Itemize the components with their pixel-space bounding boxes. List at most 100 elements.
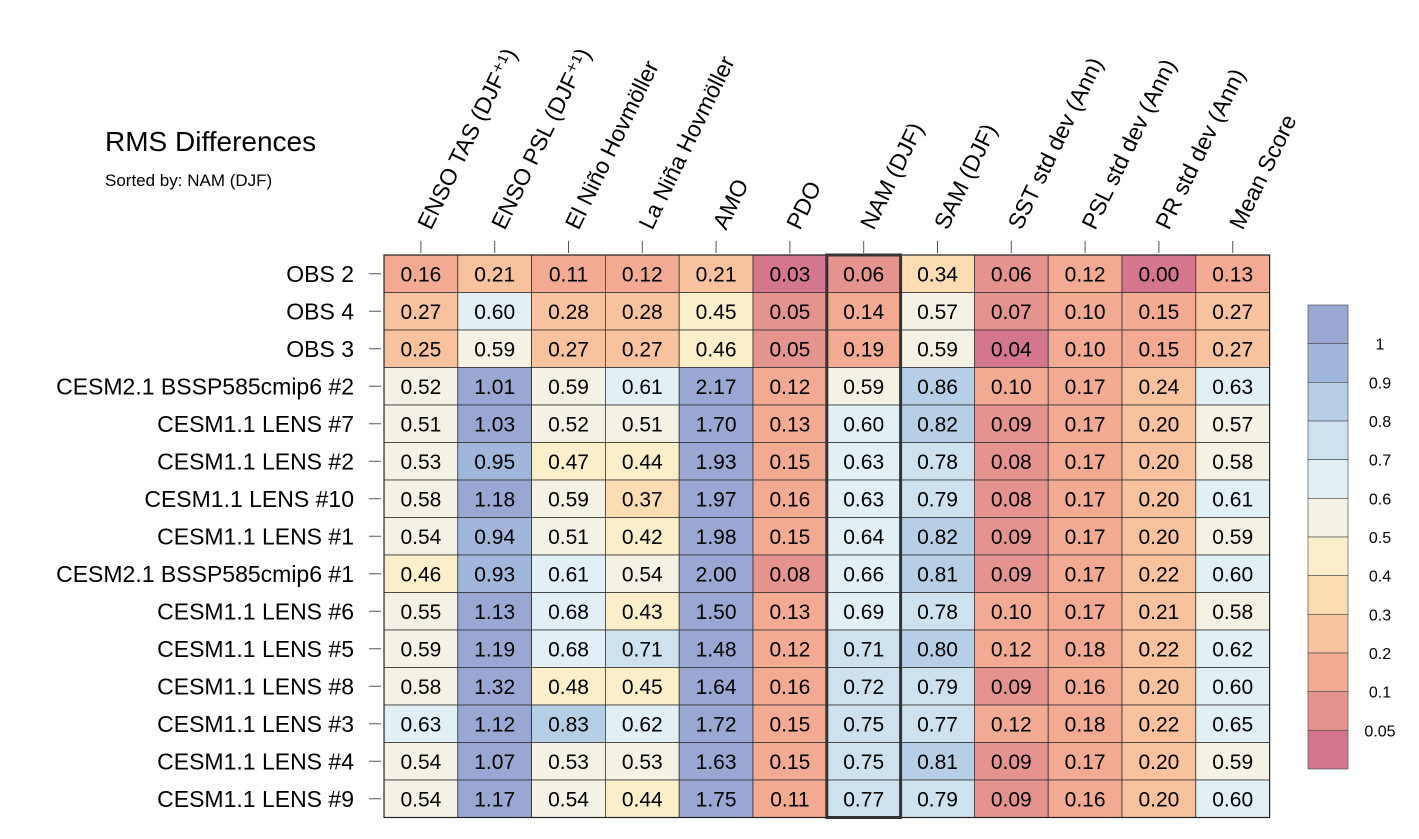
cell-value: 0.27 bbox=[548, 338, 589, 361]
heatmap-cell bbox=[900, 779, 975, 818]
heatmap-cell bbox=[900, 329, 975, 368]
heatmap-cell bbox=[457, 517, 532, 556]
row-label: CESM1.1 LENS #9 bbox=[157, 786, 354, 812]
cell-value: 0.15 bbox=[769, 526, 810, 549]
cell-value: 0.63 bbox=[843, 451, 884, 474]
cell-value: 0.68 bbox=[548, 601, 589, 624]
cell-value: 0.16 bbox=[400, 263, 441, 286]
colorbar-label: 0.8 bbox=[1369, 414, 1391, 431]
cell-value: 0.59 bbox=[474, 338, 515, 361]
cell-value: 0.25 bbox=[400, 338, 441, 361]
heatmap-cell bbox=[1121, 404, 1197, 443]
heatmap-cell bbox=[1195, 404, 1271, 443]
cell-value: 0.71 bbox=[843, 638, 884, 661]
cell-value: 0.09 bbox=[991, 526, 1032, 549]
cell-value: 0.79 bbox=[917, 676, 958, 699]
row-label: OBS 2 bbox=[286, 261, 354, 287]
cell-value: 0.59 bbox=[1212, 526, 1253, 549]
heatmap-cell bbox=[752, 742, 828, 781]
cell-value: 0.28 bbox=[548, 301, 589, 324]
cell-value: 0.15 bbox=[1138, 338, 1179, 361]
heatmap-cell bbox=[605, 779, 680, 818]
cell-value: 0.53 bbox=[622, 751, 663, 774]
row-label: CESM1.1 LENS #8 bbox=[157, 673, 354, 699]
cell-value: 0.79 bbox=[917, 488, 958, 511]
cell-value: 0.47 bbox=[548, 451, 589, 474]
heatmap-cell bbox=[900, 442, 975, 481]
cell-value: 0.69 bbox=[843, 601, 884, 624]
colorbar-segment bbox=[1307, 652, 1349, 693]
cell-value: 0.95 bbox=[474, 451, 515, 474]
heatmap-cell bbox=[826, 592, 901, 631]
cell-value: 0.54 bbox=[548, 788, 589, 811]
heatmap-cell bbox=[1121, 704, 1197, 743]
heatmap-cell bbox=[457, 292, 532, 331]
cell-value: 0.81 bbox=[917, 563, 958, 586]
cell-value: 0.59 bbox=[548, 376, 589, 399]
heatmap-cell bbox=[1047, 254, 1123, 293]
cell-value: 1.12 bbox=[474, 713, 515, 736]
cell-value: 0.15 bbox=[769, 751, 810, 774]
cell-value: 0.62 bbox=[1212, 638, 1253, 661]
cell-value: 0.52 bbox=[400, 376, 441, 399]
cell-value: 1.75 bbox=[696, 788, 737, 811]
cell-value: 0.54 bbox=[400, 788, 441, 811]
heatmap-cell bbox=[383, 479, 459, 518]
cell-value: 0.61 bbox=[548, 563, 589, 586]
cell-value: 0.13 bbox=[769, 413, 810, 436]
column-label: Mean Score bbox=[1224, 110, 1302, 233]
heatmap-cell bbox=[678, 404, 754, 443]
cell-value: 0.42 bbox=[622, 526, 663, 549]
colorbar-label: 0.5 bbox=[1369, 530, 1391, 547]
heatmap-cell bbox=[678, 517, 754, 556]
heatmap-cell bbox=[900, 367, 975, 406]
heatmap-cell bbox=[605, 554, 680, 593]
heatmap-cell bbox=[1121, 329, 1197, 368]
cell-value: 0.63 bbox=[1212, 376, 1253, 399]
heatmap-cell bbox=[826, 704, 901, 743]
cell-value: 0.78 bbox=[917, 451, 958, 474]
row-label: OBS 3 bbox=[286, 336, 354, 362]
heatmap-cell bbox=[457, 442, 532, 481]
cell-value: 0.54 bbox=[400, 526, 441, 549]
colorbar-label: 0.05 bbox=[1364, 723, 1395, 740]
cell-value: 1.93 bbox=[696, 451, 737, 474]
heatmap-cell bbox=[678, 592, 754, 631]
cell-value: 0.46 bbox=[696, 338, 737, 361]
heatmap-cell bbox=[900, 592, 975, 631]
heatmap-cell bbox=[1121, 742, 1197, 781]
heatmap-cell bbox=[752, 479, 828, 518]
colorbar: 0.05 0.1 0.2 0.3 0.4 0.5 0.6 0.7 0.8 0.9 1 bbox=[1307, 304, 1396, 770]
cell-value: 0.58 bbox=[400, 676, 441, 699]
cell-value: 0.07 bbox=[991, 301, 1032, 324]
heatmap-cell bbox=[678, 704, 754, 743]
cell-value: 1.48 bbox=[696, 638, 737, 661]
heatmap-cell bbox=[678, 554, 754, 593]
cell-value: 0.04 bbox=[991, 338, 1032, 361]
cell-value: 0.17 bbox=[1065, 526, 1106, 549]
heatmap-cell bbox=[900, 517, 975, 556]
cell-value: 0.15 bbox=[769, 713, 810, 736]
cell-value: 0.12 bbox=[769, 376, 810, 399]
cell-value: 0.13 bbox=[1212, 263, 1253, 286]
colorbar-label: 0.9 bbox=[1369, 375, 1391, 392]
heatmap-cell bbox=[900, 554, 975, 593]
sorted-column-highlight bbox=[825, 253, 903, 819]
cell-value: 0.51 bbox=[622, 413, 663, 436]
colorbar-segment bbox=[1307, 304, 1349, 345]
row-label: CESM1.1 LENS #1 bbox=[157, 523, 354, 549]
chart-subtitle: Sorted by: NAM (DJF) bbox=[105, 171, 273, 190]
cell-value: 0.16 bbox=[769, 488, 810, 511]
colorbar-segment bbox=[1307, 497, 1349, 538]
cell-value: 0.17 bbox=[1065, 563, 1106, 586]
cell-value: 0.21 bbox=[474, 263, 515, 286]
heatmap-cell bbox=[1121, 517, 1197, 556]
cell-value: 1.97 bbox=[696, 488, 737, 511]
cell-value: 0.27 bbox=[622, 338, 663, 361]
heatmap-cell bbox=[605, 667, 680, 706]
heatmap-cell bbox=[605, 292, 680, 331]
cell-value: 0.44 bbox=[622, 451, 663, 474]
cell-value: 0.20 bbox=[1138, 676, 1179, 699]
heatmap-cell bbox=[605, 704, 680, 743]
cell-value: 0.12 bbox=[622, 263, 663, 286]
